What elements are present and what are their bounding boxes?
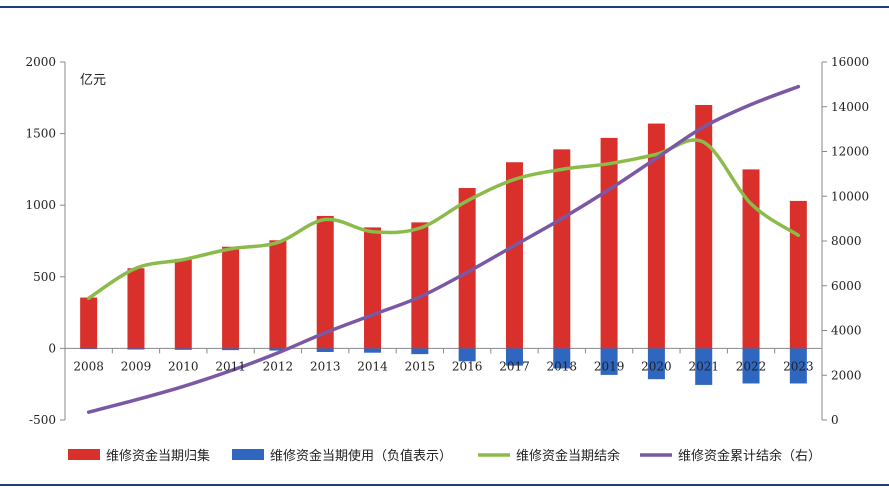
top-border [0,6,889,8]
x-tick-label: 2013 [310,359,341,373]
right-tick-label: 14000 [831,100,869,114]
legend-label: 维修资金累计结余（右） [678,448,821,464]
left-tick-label: 0 [48,341,56,355]
bar-usage [80,348,98,350]
left-tick-label: 1500 [25,127,56,141]
bar-usage [269,348,287,351]
right-tick-label: 16000 [831,55,869,69]
x-tick-label: 2018 [547,359,578,373]
x-tick-label: 2016 [452,359,483,373]
labels-layer: -500 0 500 1000 1500 2000 0 2000 4000 6000 8000 100… [25,55,869,427]
bars-layer [80,104,807,385]
x-tick-label: 2022 [736,359,767,373]
bar-usage [364,348,382,353]
bar-usage [222,348,240,351]
legend: 维修资金当期归集 维修资金当期使用（负值表示） 维修资金当期结余 维修资金累计结余（右… [68,448,821,464]
right-tick-label: 6000 [831,279,862,293]
bar-collection [695,104,713,349]
lines-layer [86,84,801,414]
bar-collection [647,123,665,349]
bottom-border [0,484,889,486]
x-tick-label: 2021 [688,359,719,373]
right-tick-label: 10000 [831,189,869,203]
line-cumulative-balance [86,84,801,414]
x-tick-label: 2017 [499,359,530,373]
bar-usage [127,348,145,350]
bar-usage [647,348,665,380]
x-tick-label: 2008 [73,359,104,373]
bar-collection [505,162,523,349]
x-tick-label: 2020 [641,359,672,373]
x-tick-label: 2023 [783,359,814,373]
right-tick-label: 8000 [831,234,862,248]
bar-collection [364,227,382,349]
bar-collection [742,169,760,349]
bar-collection [411,222,429,349]
left-tick-label: 1000 [25,198,56,212]
y-axis-unit-label: 亿元 [80,73,106,88]
bar-usage [789,348,807,384]
bar-usage [600,348,618,375]
bar-collection [127,268,145,349]
bar-collection [80,297,98,349]
right-tick-label: 4000 [831,324,862,338]
left-tick-label: 500 [33,270,56,284]
bar-collection [789,200,807,349]
x-tick-label: 2019 [594,359,625,373]
bar-usage [553,348,571,369]
bar-collection [458,188,476,349]
bar-collection [222,246,240,349]
x-tick-label: 2014 [357,359,388,373]
left-tick-label: -500 [29,413,56,427]
bar-usage [505,348,523,366]
x-tick-label: 2009 [121,359,152,373]
bar-usage [411,348,429,355]
legend-label: 维修资金当期归集 [106,448,210,464]
x-tick-label: 2015 [405,359,436,373]
bar-usage [316,348,334,352]
bar-collection [269,240,287,349]
bar-usage [458,348,476,362]
x-tick-label: 2010 [168,359,199,373]
legend-label: 维修资金当期结余 [516,448,620,464]
bar-usage [695,348,713,385]
legend-swatch [68,449,100,460]
left-tick-label: 2000 [25,55,56,69]
bar-collection [553,149,571,349]
x-tick-label: 2012 [263,359,294,373]
right-tick-label: 12000 [831,145,869,159]
right-tick-label: 2000 [831,368,862,382]
bar-collection [316,215,334,349]
bar-collection [600,137,618,349]
right-tick-label: 0 [831,413,839,427]
bar-collection [174,258,192,349]
bar-usage [742,348,760,384]
legend-swatch [232,449,264,460]
x-tick-label: 2011 [215,359,246,373]
line-period-balance [86,138,801,301]
bar-usage [174,348,192,350]
legend-label: 维修资金当期使用（负值表示） [270,448,452,464]
